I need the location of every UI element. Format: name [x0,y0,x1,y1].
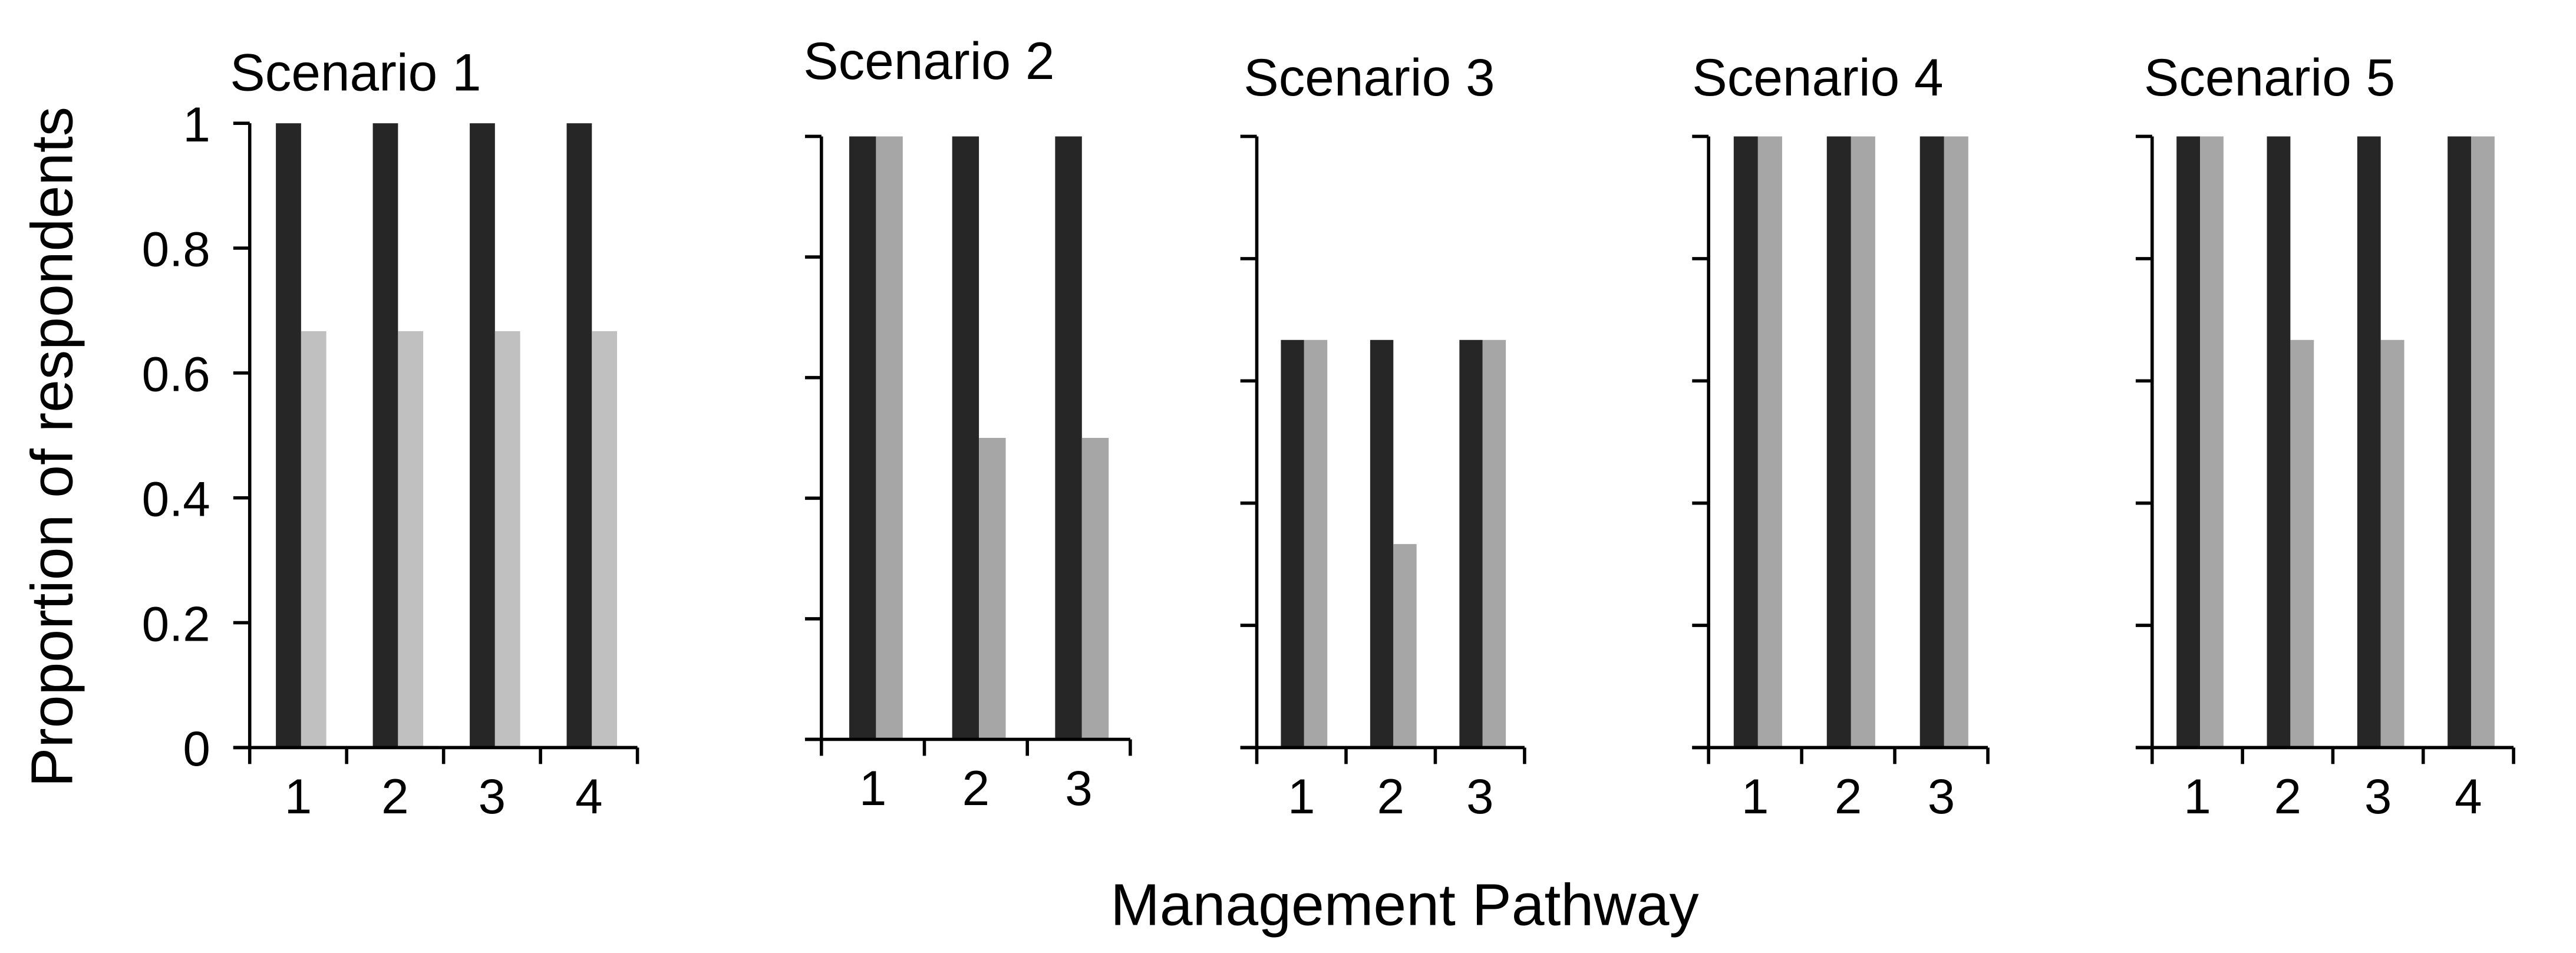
bar-series1-pathway-1 [1733,136,1758,748]
bar-series1-pathway-3 [2357,136,2381,748]
bar-series2-pathway-3 [2380,339,2405,748]
x-tick-label: 2 [381,769,409,824]
x-tick-label: 4 [2455,769,2482,824]
bar-series1-pathway-2 [1826,136,1851,748]
panel-scenario-1: Scenario 1 0 0.2 0.4 0.6 0.8 1 1 2 3 4 [142,42,639,824]
bar-series2-pathway-2 [979,437,1006,740]
panel-title: Scenario 2 [803,31,1054,90]
panel-title: Scenario 3 [1244,48,1495,107]
x-tick-label: 1 [1288,769,1315,824]
bar-series2-pathway-2 [398,331,424,748]
bar-series2-pathway-4 [592,331,618,748]
x-tick-label: 3 [1928,769,1955,824]
bar-series1-pathway-2 [2267,136,2291,748]
x-tick-label: 2 [1835,769,1862,824]
x-tick-label: 3 [479,769,506,824]
panel-title: Scenario 1 [230,42,481,101]
bar-series2-pathway-2 [1393,544,1417,748]
x-tick-label: 1 [1741,769,1769,824]
panel-scenario-5: Scenario 5 1 2 3 4 [2135,48,2515,824]
bar-series1-pathway-3 [470,123,495,748]
y-tick-label: 0 [183,721,210,776]
y-axis-label: Proportion of respondents [19,107,85,787]
bar-series2-pathway-1 [1757,136,1782,748]
bar-series1-pathway-1 [2176,136,2201,748]
x-axis-label: Management Pathway [1110,872,1698,938]
bar-series2-pathway-3 [494,331,520,748]
panel-scenario-2: Scenario 2 1 2 3 [803,31,1132,816]
x-tick-label: 2 [2274,769,2302,824]
bar-series1-pathway-4 [2448,136,2472,748]
bar-series2-pathway-1 [301,331,326,748]
bar-series2-pathway-2 [1851,136,1875,748]
x-tick-label: 4 [575,769,603,824]
bar-series1-pathway-1 [276,123,301,748]
bar-series1-pathway-2 [952,136,979,740]
bar-series2-pathway-3 [1482,339,1506,748]
bar-series2-pathway-1 [1304,339,1328,748]
bar-series2-pathway-1 [876,136,903,740]
panel-scenario-3: Scenario 3 1 2 3 [1240,48,1526,824]
y-tick-label: 0.8 [142,222,210,277]
panel-title: Scenario 5 [2144,48,2395,107]
bar-series2-pathway-1 [2200,136,2224,748]
bar-series2-pathway-4 [2471,136,2495,748]
bar-series1-pathway-3 [1055,136,1082,740]
x-tick-label: 3 [2364,769,2392,824]
x-tick-label: 2 [1377,769,1404,824]
y-tick-label: 0.4 [142,471,210,526]
y-tick-label: 0.6 [142,347,210,402]
bar-series1-pathway-3 [1919,136,1944,748]
bar-series1-pathway-3 [1459,339,1483,748]
x-tick-label: 2 [962,760,990,816]
bar-series1-pathway-2 [1370,339,1394,748]
bar-series1-pathway-1 [849,136,876,740]
bar-series2-pathway-3 [1944,136,1968,748]
bar-series1-pathway-4 [566,123,592,748]
x-tick-label: 3 [1466,769,1494,824]
bar-series2-pathway-2 [2290,339,2314,748]
x-tick-label: 1 [2184,769,2211,824]
bar-series1-pathway-1 [1281,339,1304,748]
x-tick-label: 3 [1065,760,1093,816]
y-tick-label: 0.2 [142,596,210,651]
x-tick-label: 1 [859,760,887,816]
y-tick-label: 1 [183,97,210,152]
panel-title: Scenario 4 [1692,48,1943,107]
x-tick-label: 1 [285,769,312,824]
bar-series2-pathway-3 [1081,437,1109,740]
bar-series1-pathway-2 [372,123,398,748]
panel-scenario-4: Scenario 4 1 2 3 [1692,48,1990,824]
